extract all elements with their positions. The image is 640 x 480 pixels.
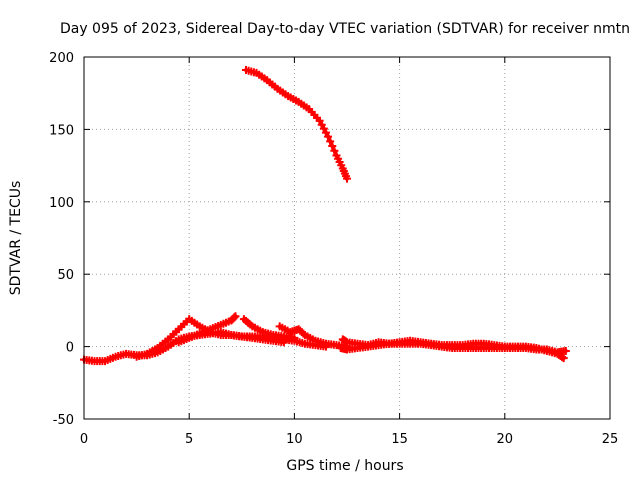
data-point-interp <box>326 137 335 146</box>
data-point-interp <box>291 96 300 105</box>
data-point-interp <box>559 347 568 356</box>
data-point-interp <box>341 337 350 346</box>
data-point-interp <box>298 338 307 347</box>
data-point-interp <box>108 353 117 362</box>
x-tick-label: 5 <box>185 432 193 447</box>
data-point-interp <box>214 321 223 330</box>
data-point-interp <box>321 128 330 137</box>
y-tick-label: 200 <box>49 51 74 66</box>
data-point-interp <box>172 327 181 336</box>
x-tick-label: 0 <box>80 432 88 447</box>
y-axis-label: SDTVAR / TECUs <box>8 181 24 296</box>
data-point-interp <box>341 172 350 181</box>
data-point-interp <box>266 330 275 339</box>
y-tick-label: 100 <box>49 196 74 211</box>
data-point-interp <box>182 334 191 343</box>
y-tick-label: 150 <box>49 123 74 138</box>
data-point-interp <box>302 103 311 112</box>
data-point-interp <box>246 320 255 329</box>
data-point-interp <box>260 74 269 83</box>
data-point-interp <box>230 313 239 322</box>
data-point-interp <box>193 320 202 329</box>
grid-lines <box>84 57 610 419</box>
data-point-interp <box>330 146 339 155</box>
data-point-interp <box>299 329 308 338</box>
data-point-interp <box>151 345 160 354</box>
chart-title: Day 095 of 2023, Sidereal Day-to-day VTE… <box>60 21 630 37</box>
data-point-interp <box>337 161 346 170</box>
y-tick-label: 50 <box>57 268 74 283</box>
data-point-interp <box>313 113 322 122</box>
data-point-interp <box>203 326 212 335</box>
data-point-interp <box>319 338 328 347</box>
x-tick-label: 25 <box>602 432 619 447</box>
data-point-interp <box>270 82 279 91</box>
x-tick-label: 15 <box>391 432 408 447</box>
y-tick-label: -50 <box>53 413 74 428</box>
data-point-interp <box>98 357 107 366</box>
x-tick-label: 10 <box>286 432 303 447</box>
data-point-interp <box>229 314 238 323</box>
data-point-interp <box>308 335 317 344</box>
data-point-interp <box>193 330 202 339</box>
axis-ticks: 0 5 10 15 20 25 -50 0 50 100 150 200 <box>49 51 618 447</box>
y-tick-label: 0 <box>66 341 74 356</box>
x-tick-label: 20 <box>497 432 514 447</box>
data-point-interp <box>161 337 170 346</box>
series-sat-d <box>239 315 299 342</box>
data-point-interp <box>256 326 265 335</box>
data-point-interp <box>249 68 258 77</box>
plot-frame <box>83 56 611 420</box>
data-points <box>80 66 570 366</box>
series-sat-high <box>242 66 351 183</box>
data-point-interp <box>297 328 306 337</box>
data-point-interp <box>140 350 149 359</box>
series-sat-g <box>336 339 570 357</box>
x-axis-label: GPS time / hours <box>286 458 403 474</box>
data-point-interp <box>281 90 290 99</box>
data-point-interp <box>328 142 337 151</box>
series-sat-c <box>174 312 240 347</box>
